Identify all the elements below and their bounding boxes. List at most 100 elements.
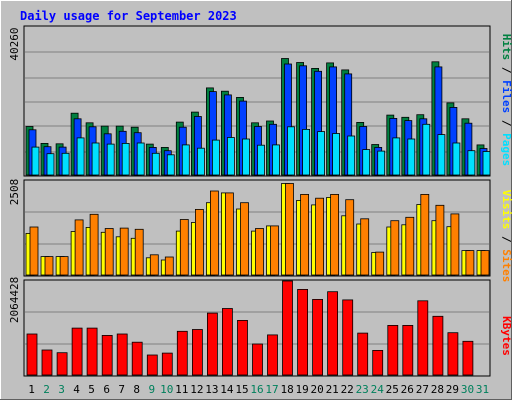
bar-pages-day-15 xyxy=(242,138,250,176)
bar-kbytes-day-22 xyxy=(342,299,354,376)
bar-kbytes-day-19 xyxy=(297,288,309,376)
bar-pages-day-23 xyxy=(362,149,371,176)
x-tick-label: 13 xyxy=(205,383,218,396)
x-tick-label: 6 xyxy=(103,383,110,396)
x-tick-label: 28 xyxy=(431,383,444,396)
x-tick-label: 18 xyxy=(280,383,293,396)
bar-pages-day-26 xyxy=(407,138,416,176)
bar-sites-day-2 xyxy=(44,256,54,276)
bar-sites-day-14 xyxy=(224,192,234,276)
bar-pages-day-8 xyxy=(136,142,145,176)
bar-sites-day-25 xyxy=(390,220,400,276)
bar-kbytes-day-25 xyxy=(387,324,399,376)
bar-pages-day-20 xyxy=(317,131,326,176)
bar-sites-day-5 xyxy=(89,213,99,276)
legend-pages: Pages xyxy=(500,133,512,166)
bar-pages-day-6 xyxy=(106,143,115,176)
x-tick-label: 23 xyxy=(356,383,369,396)
bar-sites-day-1 xyxy=(29,226,39,276)
panel-3: 2064428 KBytes xyxy=(8,277,512,377)
bar-kbytes-day-17 xyxy=(267,334,278,376)
x-tick-label: 12 xyxy=(190,383,203,396)
bar-kbytes-day-7 xyxy=(116,333,128,376)
bar-pages-day-29 xyxy=(452,142,461,176)
bar-pages-day-19 xyxy=(302,128,311,176)
bar-kbytes-day-13 xyxy=(206,312,218,376)
bar-kbytes-day-3 xyxy=(56,352,68,376)
bar-sites-day-18 xyxy=(285,183,294,276)
x-tick-label: 3 xyxy=(58,383,65,396)
legend-visits: Visits xyxy=(500,190,512,230)
bar-pages-day-5 xyxy=(91,142,100,176)
x-tick-label: 25 xyxy=(386,383,399,396)
legend-kbytes: KBytes xyxy=(500,316,512,356)
x-tick-label: 4 xyxy=(73,383,80,396)
bar-sites-day-15 xyxy=(240,202,249,276)
right-legend: Hits / Files / Pages xyxy=(500,34,512,167)
bar-kbytes-day-16 xyxy=(252,343,263,376)
bar-sites-day-7 xyxy=(119,227,129,276)
x-tick-label: 29 xyxy=(446,383,459,396)
bar-pages-day-22 xyxy=(347,135,356,176)
bar-kbytes-day-24 xyxy=(372,349,384,376)
bar-pages-day-3 xyxy=(61,152,70,176)
bar-pages-day-28 xyxy=(437,134,446,176)
bar-kbytes-day-28 xyxy=(432,315,444,376)
x-tick-label: 27 xyxy=(416,383,429,396)
x-tick-label: 2 xyxy=(43,383,50,396)
bar-kbytes-day-2 xyxy=(41,349,53,376)
bar-sites-day-8 xyxy=(134,228,144,276)
legend-separator: / xyxy=(500,60,512,80)
bar-pages-day-31 xyxy=(482,151,491,176)
bar-pages-day-25 xyxy=(392,137,401,176)
bar-kbytes-day-21 xyxy=(327,291,339,376)
bar-sites-day-16 xyxy=(255,228,264,276)
bar-pages-day-24 xyxy=(377,150,386,176)
x-tick-label: 24 xyxy=(371,383,385,396)
bar-kbytes-day-1 xyxy=(26,333,38,376)
legend-separator: / xyxy=(500,229,512,249)
x-tick-label: 26 xyxy=(401,383,414,396)
right-legend: KBytes xyxy=(500,316,512,356)
x-tick-label: 11 xyxy=(175,383,188,396)
bar-pages-day-2 xyxy=(46,153,55,176)
legend-hits: Hits xyxy=(500,34,512,61)
bar-sites-day-23 xyxy=(360,218,370,276)
bar-sites-day-19 xyxy=(300,193,310,276)
bar-sites-day-21 xyxy=(330,193,340,276)
bar-sites-day-3 xyxy=(59,256,69,276)
bar-sites-day-22 xyxy=(345,199,355,276)
bar-sites-day-28 xyxy=(435,204,445,276)
bar-pages-day-16 xyxy=(257,144,265,176)
bar-pages-day-7 xyxy=(121,142,130,176)
bar-sites-day-20 xyxy=(315,197,325,276)
panel-1: 40260 Hits / Files / Pages xyxy=(8,25,512,177)
x-tick-label: 30 xyxy=(461,383,474,396)
bar-kbytes-day-27 xyxy=(417,300,429,376)
x-tick-label: 1 xyxy=(28,383,35,396)
bar-pages-day-27 xyxy=(422,123,431,176)
x-tick-label: 21 xyxy=(326,383,339,396)
x-tick-label: 31 xyxy=(476,383,489,396)
bar-kbytes-day-15 xyxy=(237,319,248,376)
bar-kbytes-day-6 xyxy=(101,334,113,376)
bar-pages-day-9 xyxy=(151,152,160,176)
bar-kbytes-day-26 xyxy=(402,324,414,376)
x-tick-label: 10 xyxy=(160,383,173,396)
bar-kbytes-day-20 xyxy=(312,298,324,376)
panel-2: 2508 Visits / Sites xyxy=(8,179,512,283)
bar-pages-day-14 xyxy=(226,137,235,176)
bar-kbytes-day-4 xyxy=(71,327,83,376)
bar-pages-day-13 xyxy=(211,139,220,176)
bar-kbytes-day-9 xyxy=(146,354,158,376)
x-tick-label: 7 xyxy=(118,383,125,396)
bar-kbytes-day-23 xyxy=(357,332,369,376)
x-tick-label: 22 xyxy=(341,383,354,396)
y-max-label: 40260 xyxy=(8,27,21,60)
bar-kbytes-day-8 xyxy=(131,341,143,376)
bar-pages-day-12 xyxy=(196,147,205,176)
bar-sites-day-6 xyxy=(104,228,114,276)
bar-kbytes-day-29 xyxy=(447,332,459,376)
bar-sites-day-24 xyxy=(375,251,385,276)
y-max-label: 2064428 xyxy=(8,277,21,323)
